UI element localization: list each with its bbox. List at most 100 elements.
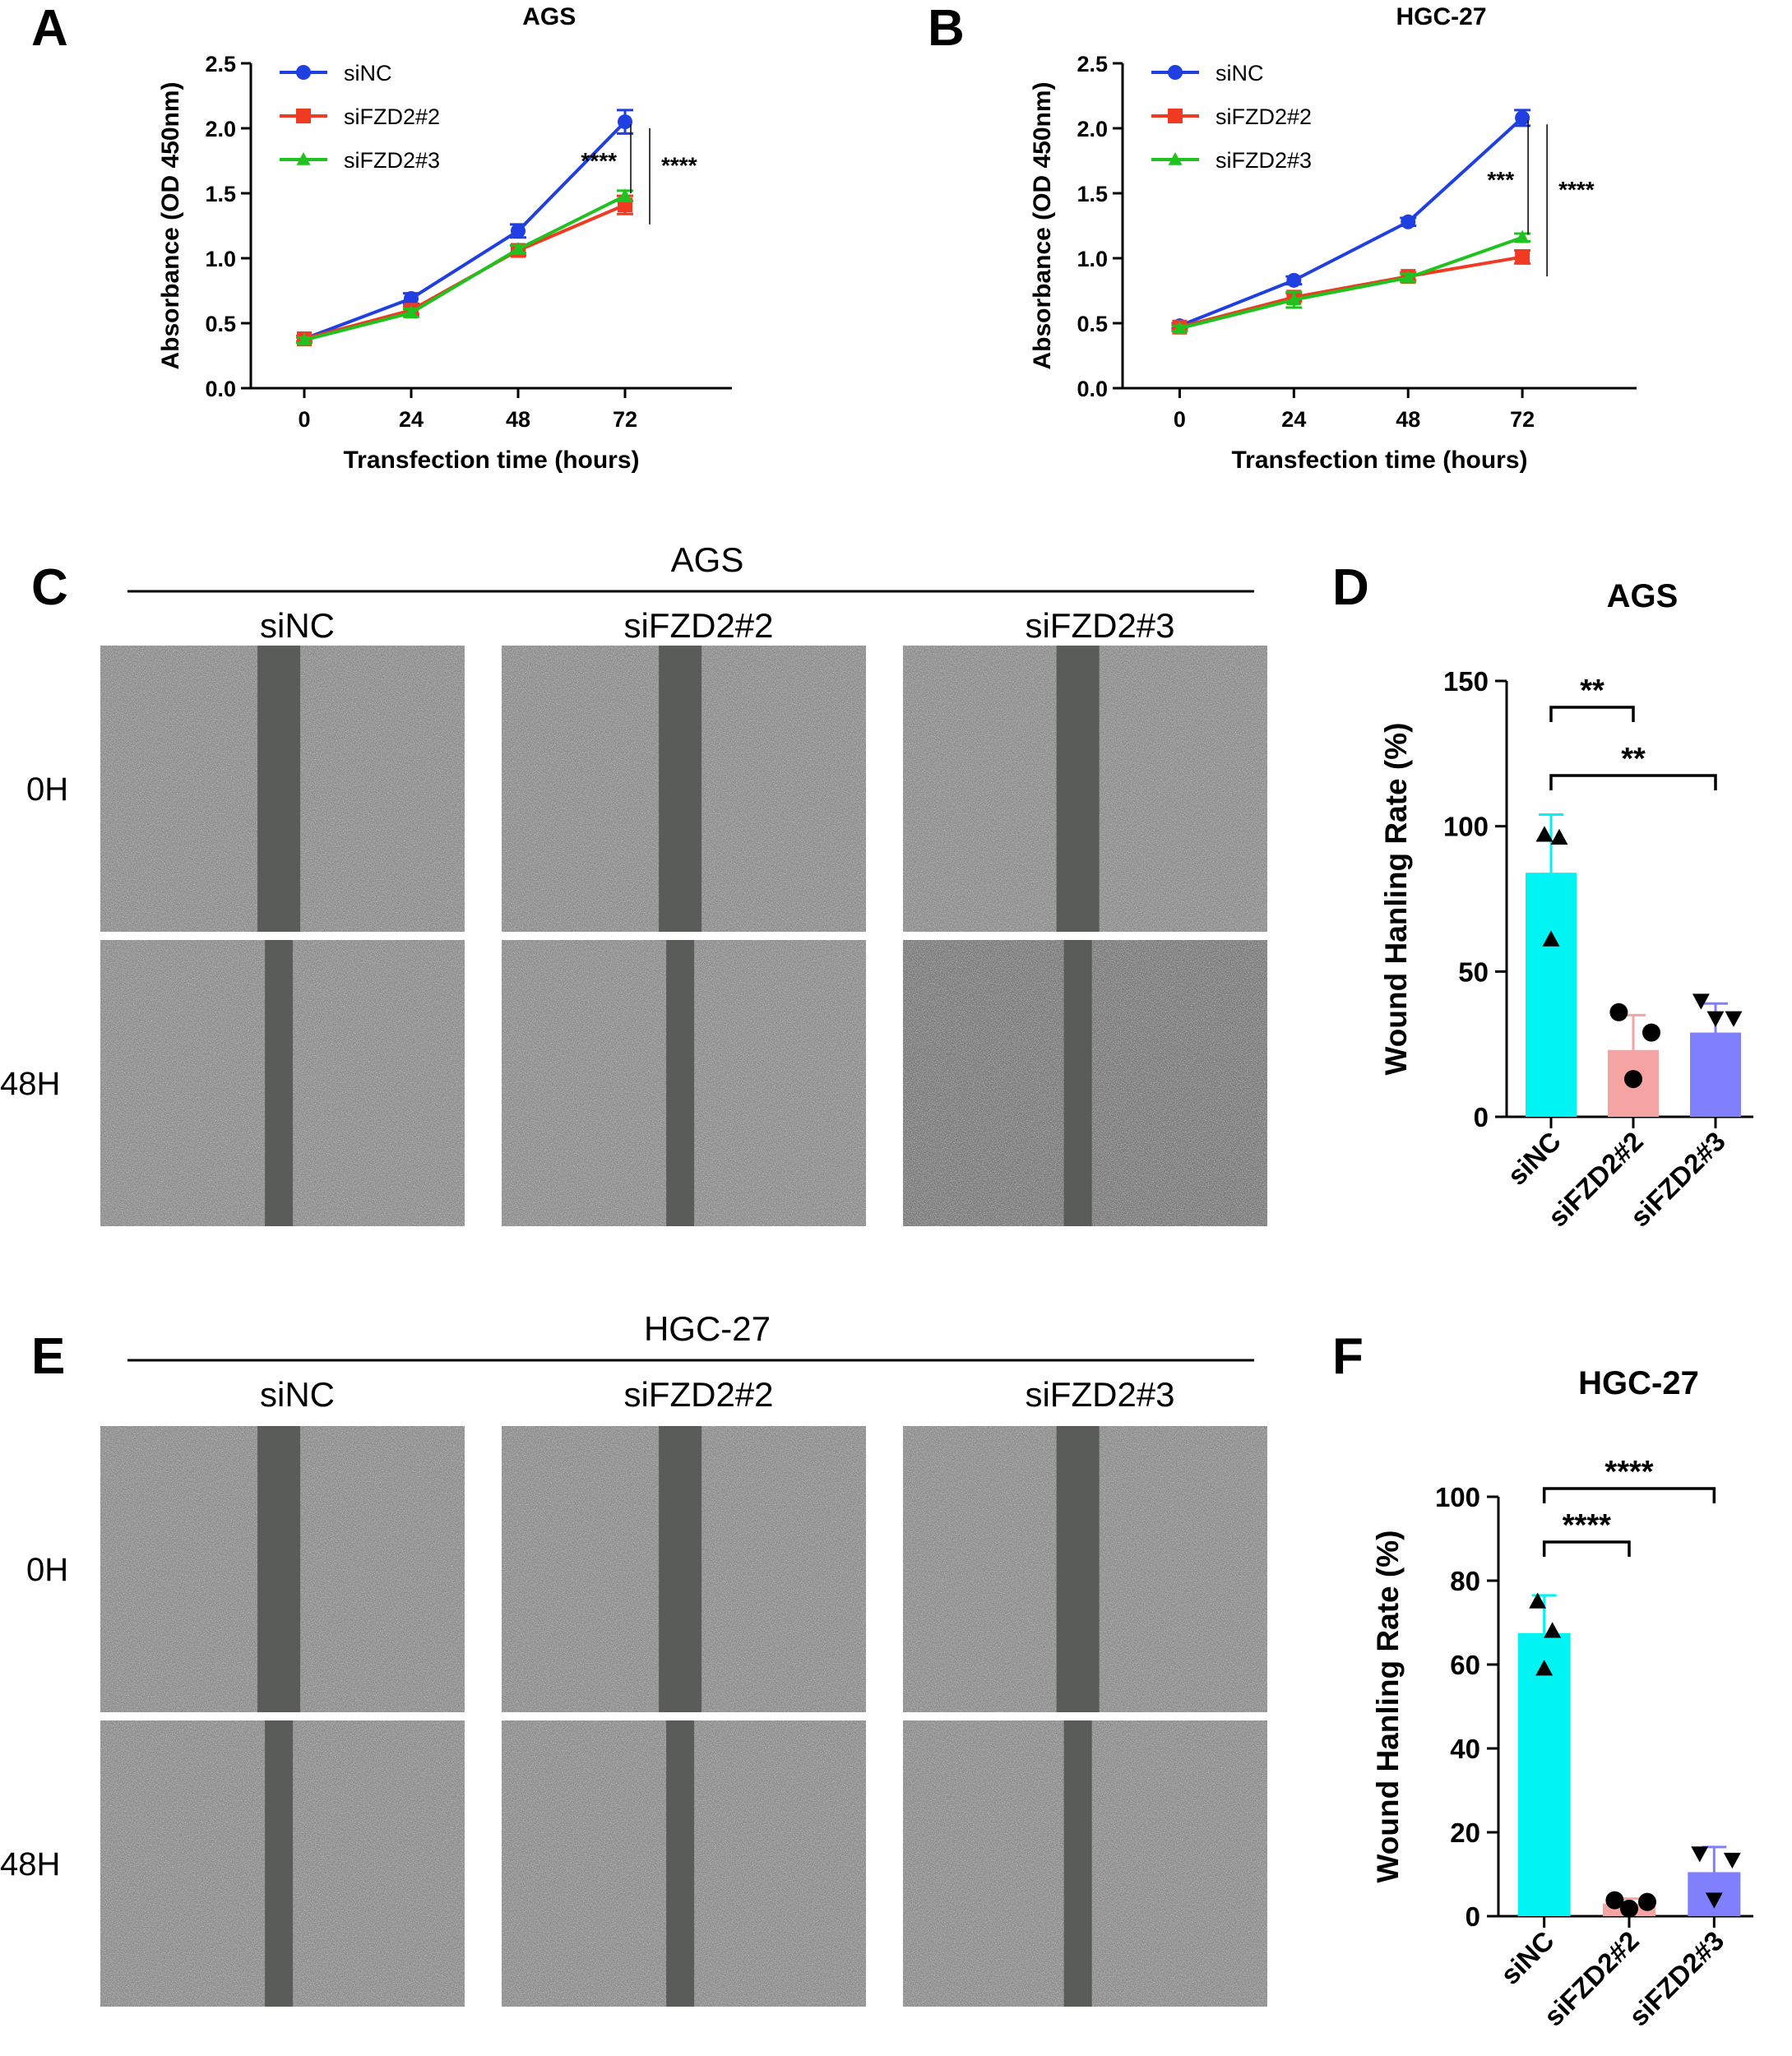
data-point	[404, 305, 419, 319]
y-tick-label: 0.0	[205, 377, 236, 401]
micrograph	[502, 1720, 866, 2007]
y-axis-label: Absorbance (OD 450nm)	[157, 81, 184, 369]
column-label: siNC	[260, 1375, 335, 1414]
x-tick-label: 0	[298, 407, 310, 432]
row-label: 0H	[26, 1552, 68, 1588]
scratch-assay-hgc27: HGC-27 siNC siFZD2#2 siFZD2#3 0H 48H	[0, 1309, 1267, 2007]
series-line	[1178, 255, 1523, 329]
row-label: 48H	[0, 1066, 60, 1102]
y-tick-label: 80	[1450, 1566, 1480, 1596]
chart-title: AGS	[1607, 578, 1679, 614]
data-point	[1723, 1852, 1741, 1869]
x-tick-label: 72	[613, 407, 637, 432]
data-point	[618, 188, 632, 201]
data-point	[404, 290, 419, 306]
sig-label: ****	[1604, 1455, 1653, 1489]
legend-marker	[1168, 109, 1183, 123]
row-label: 0H	[26, 771, 68, 808]
data-point	[1725, 1011, 1743, 1027]
data-point	[1550, 828, 1568, 845]
series-line	[1178, 116, 1524, 328]
sig-label: **	[1621, 742, 1646, 776]
x-tick-label: siNC	[1502, 1126, 1567, 1191]
series-siFZD2#3	[296, 188, 633, 346]
group-title: HGC-27	[644, 1309, 771, 1348]
scratch-gap	[1063, 940, 1092, 1226]
micrograph	[502, 1426, 866, 1712]
sig-label: ****	[661, 153, 697, 178]
data-point	[1515, 229, 1530, 243]
sig-bracket	[1549, 774, 1717, 790]
group-title: AGS	[671, 540, 744, 579]
scratch-gap	[666, 940, 695, 1226]
legend-label: siFZD2#2	[1216, 104, 1312, 129]
y-axis-label: Wound Hanling Rate (%)	[1371, 1530, 1405, 1883]
legend-marker	[1168, 65, 1183, 80]
data-point	[618, 114, 632, 130]
data-point	[1172, 321, 1187, 335]
y-tick-label: 1.0	[1077, 247, 1108, 271]
scratch-gap	[265, 1720, 294, 2007]
x-tick-label: 72	[1510, 407, 1535, 432]
panel-label-e: E	[31, 1328, 65, 1385]
micrograph	[502, 940, 866, 1226]
scratch-gap	[1056, 1426, 1100, 1712]
data-point	[1544, 1622, 1562, 1638]
column-label: siNC	[260, 606, 335, 645]
micrograph	[903, 1720, 1267, 2007]
sig-label: ***	[1487, 167, 1514, 192]
y-tick-label: 60	[1450, 1650, 1480, 1680]
micrograph	[100, 940, 465, 1226]
x-tick-label: 0	[1174, 407, 1186, 432]
data-point	[1642, 1023, 1660, 1042]
legend-marker	[296, 109, 311, 123]
y-tick-label: 2.0	[1077, 117, 1108, 141]
scratch-assay-ags: AGS siNC siFZD2#2 siFZD2#3 0H 48H	[0, 540, 1267, 1226]
x-tick-label: 24	[399, 407, 424, 432]
data-point	[1705, 1892, 1723, 1909]
legend-label: siNC	[1216, 61, 1264, 86]
data-point	[1515, 110, 1530, 126]
y-axis-label: Wound Hanling Rate (%)	[1379, 723, 1413, 1076]
y-tick-label: 40	[1450, 1734, 1480, 1764]
y-tick-label: 1.5	[205, 182, 236, 206]
row-label: 48H	[0, 1846, 60, 1882]
sig-label: ****	[1558, 177, 1595, 202]
legend-marker	[296, 152, 311, 165]
data-point	[1401, 214, 1416, 229]
micrograph	[903, 646, 1267, 932]
scratch-gap	[1063, 1720, 1092, 2007]
data-point	[1605, 1891, 1624, 1910]
series-siNC	[1171, 109, 1531, 334]
data-point	[1706, 1011, 1725, 1027]
data-point	[1609, 1003, 1628, 1021]
line-chart-hgc27: HGC-27 0.0 0.5 1.0 1.5 2.0 2.5 0 24 48 72 Transfect…	[1029, 3, 1637, 474]
bar-chart-hgc27-wound: HGC-27 0 20 40 60 80 100 Wound Hanling Rate (%)…	[1371, 1365, 1753, 2032]
micrograph	[100, 646, 465, 932]
y-tick-label: 0	[1474, 1102, 1489, 1132]
scratch-gap	[659, 646, 702, 932]
series-line	[303, 120, 627, 340]
y-tick-label: 0	[1466, 1901, 1480, 1932]
sig-bracket	[1542, 1487, 1716, 1503]
column-label: siFZD2#3	[1025, 606, 1174, 645]
bar-siNC	[1517, 1632, 1571, 1916]
y-tick-label: 0.5	[1077, 312, 1108, 336]
sig-bracket	[1549, 706, 1635, 722]
data-point	[511, 223, 526, 238]
y-tick-label: 100	[1435, 1482, 1480, 1512]
bar-siFZD2#3	[1690, 1032, 1741, 1117]
data-point	[1286, 272, 1302, 288]
line-chart-ags: AGS 0.0 0.5 1.0 1.5 2.0 2.5 0 24 48 72 Transfection…	[157, 3, 732, 474]
data-point	[1624, 1070, 1642, 1089]
data-point	[1515, 249, 1530, 265]
y-tick-label: 0.5	[205, 312, 236, 336]
data-point	[1692, 993, 1710, 1010]
legend-marker	[1168, 152, 1183, 165]
data-point	[1535, 1660, 1554, 1676]
column-label: siFZD2#2	[623, 606, 773, 645]
data-point	[1620, 1899, 1638, 1918]
sig-label: ****	[1563, 1508, 1611, 1543]
